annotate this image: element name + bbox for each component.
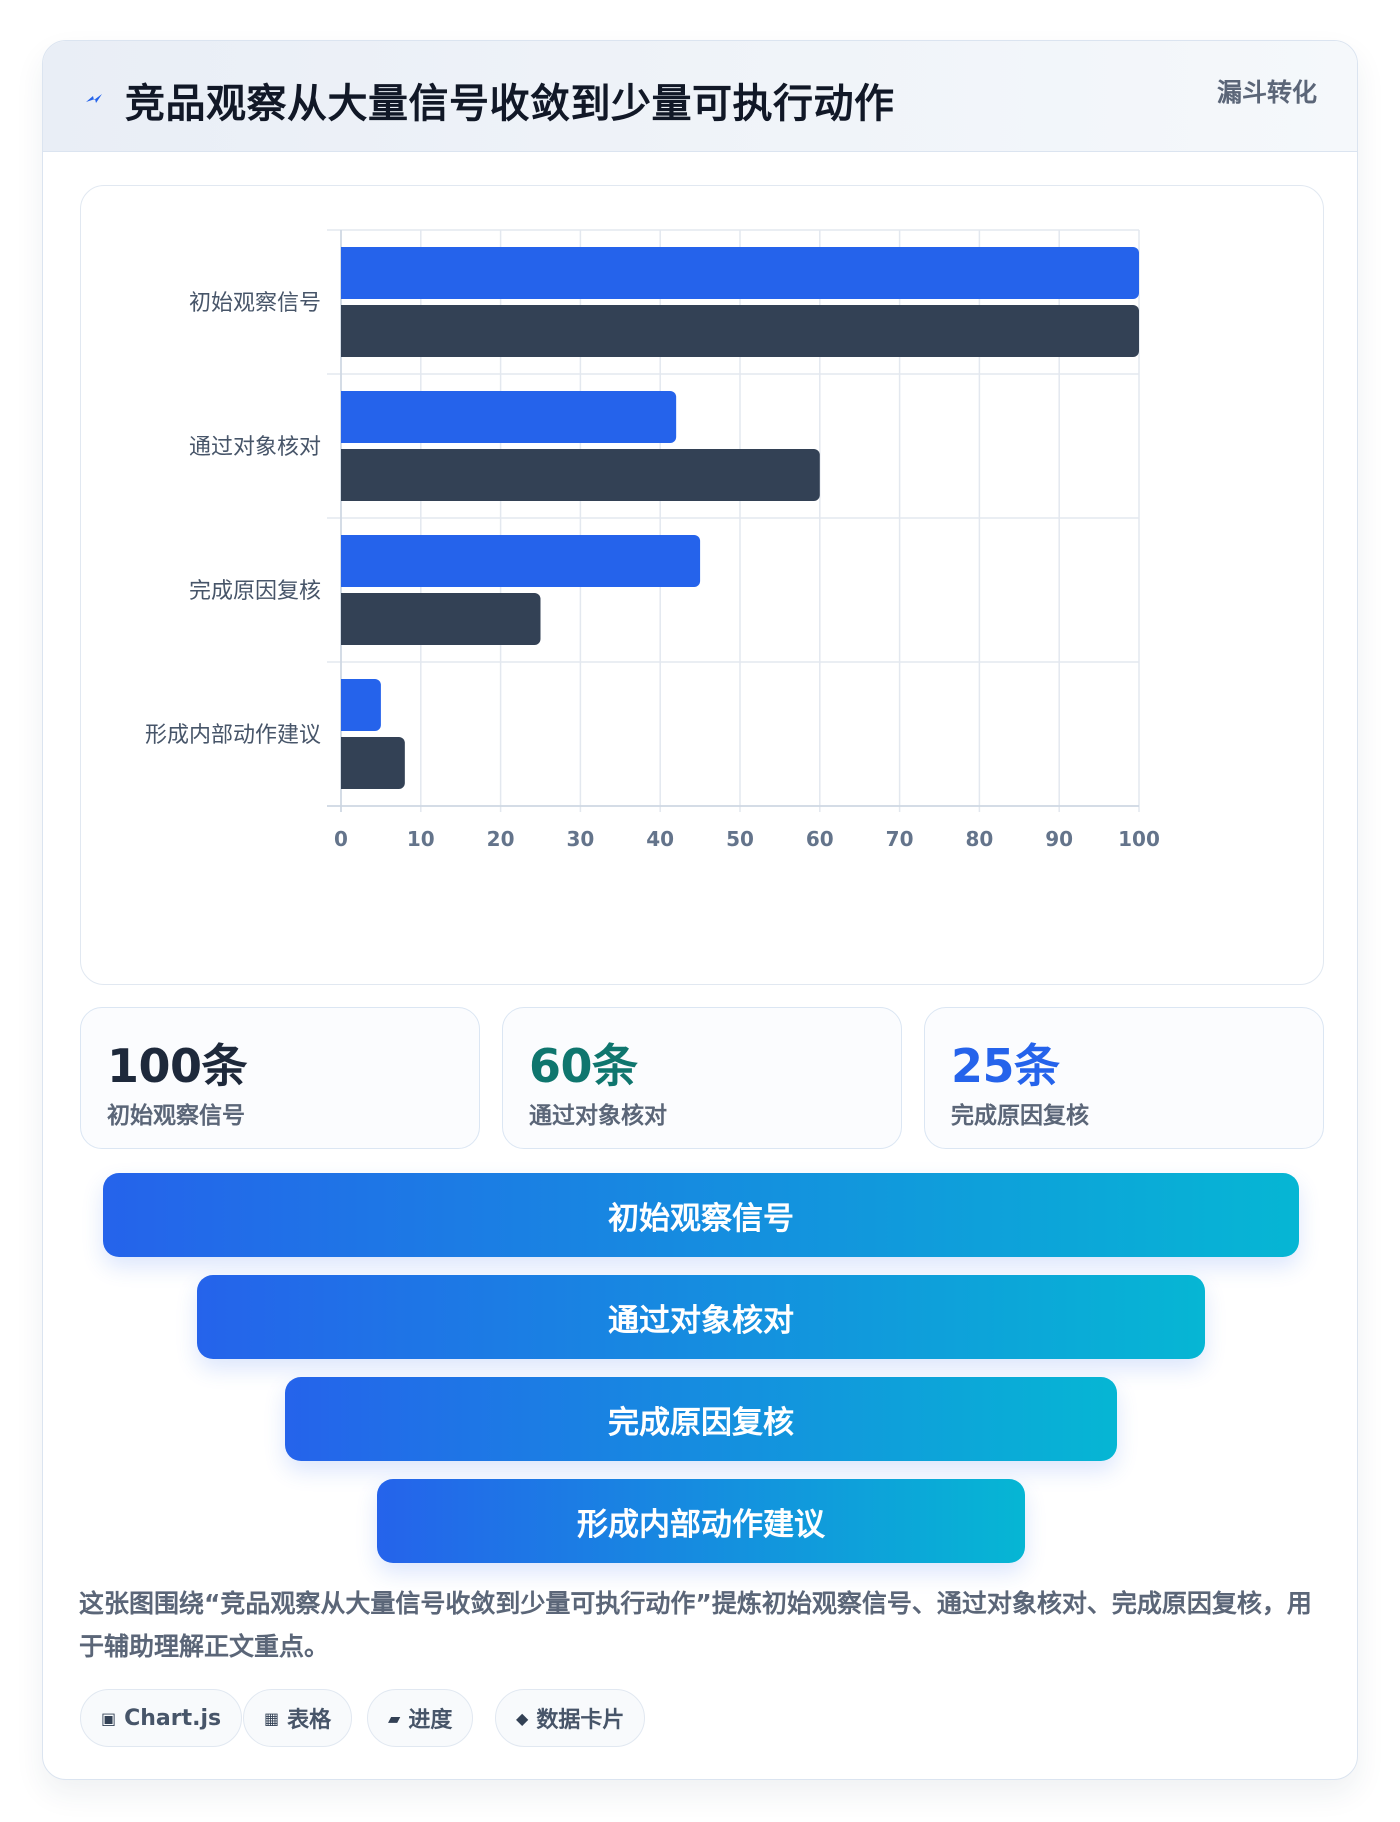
x-tick-label: 40 — [646, 827, 674, 851]
funnel-stage-label: 形成内部动作建议 — [577, 1506, 825, 1543]
x-tick-label: 90 — [1045, 827, 1073, 851]
chart-card: 竞品观察从大量信号收敛到少量可执行动作 漏斗转化 0 10 20 30 40 50 60 70… — [42, 40, 1358, 1780]
y-category-label: 初始观察信号 — [189, 291, 321, 316]
tech-tag-table[interactable]: ▦ 表格 — [243, 1689, 353, 1747]
x-tick-label: 100 — [1118, 827, 1160, 851]
bar-base — [341, 247, 349, 299]
chart-icon: ▣ — [101, 1708, 117, 1728]
x-tick-label: 10 — [407, 827, 435, 851]
progress-icon: ▰ — [388, 1708, 401, 1728]
stat-value: 100条 — [107, 1039, 248, 1093]
y-category-label: 形成内部动作建议 — [145, 723, 321, 748]
y-category-label: 通过对象核对 — [189, 435, 321, 460]
bar — [341, 679, 381, 731]
table-icon: ▦ — [264, 1708, 280, 1728]
x-tick-label: 60 — [806, 827, 834, 851]
x-tick-label: 80 — [965, 827, 993, 851]
stat-card-initial: 100条 初始观察信号 — [80, 1007, 480, 1149]
bar-base — [341, 305, 349, 357]
bar — [341, 391, 677, 443]
chart-type-tag: 漏斗转化 — [1216, 78, 1317, 107]
funnel-stage-label: 通过对象核对 — [608, 1302, 794, 1339]
x-tick-label: 30 — [566, 827, 594, 851]
stat-value: 25条 — [951, 1039, 1060, 1093]
stat-card-verified: 60条 通过对象核对 — [502, 1007, 902, 1149]
funnel-stage-1: 初始观察信号 — [103, 1173, 1299, 1257]
tech-tag-label: 数据卡片 — [536, 1708, 625, 1733]
bar — [341, 449, 820, 501]
bar-chart: 0 10 20 30 40 50 60 70 80 90 100 初始观察信号通过对象核对完成原因复核… — [145, 229, 1160, 851]
tech-tag-progress[interactable]: ▰ 进度 — [367, 1689, 474, 1747]
tech-tag-datacard[interactable]: ◆ 数据卡片 — [495, 1689, 646, 1747]
tech-tag-label: Chart.js — [124, 1705, 222, 1731]
stat-card-reviewed: 25条 完成原因复核 — [924, 1007, 1324, 1149]
x-tick-label: 20 — [487, 827, 515, 851]
funnel-stage-label: 完成原因复核 — [608, 1404, 794, 1441]
bar-base — [341, 593, 349, 645]
funnel-stage-2: 通过对象核对 — [197, 1275, 1205, 1359]
bar-base — [341, 679, 349, 731]
bar — [341, 305, 1139, 357]
chart-panel: 0 10 20 30 40 50 60 70 80 90 100 初始观察信号 通过对象核对 完成原因复核… — [80, 185, 1324, 985]
stat-label: 完成原因复核 — [951, 1103, 1089, 1129]
y-category-label: 完成原因复核 — [189, 579, 321, 604]
stat-value: 60条 — [529, 1039, 638, 1093]
card-header: 竞品观察从大量信号收敛到少量可执行动作 漏斗转化 — [43, 41, 1357, 152]
stat-label: 通过对象核对 — [529, 1103, 667, 1129]
funnel-stage-4: 形成内部动作建议 — [377, 1479, 1025, 1563]
bar-base — [341, 391, 349, 443]
bar — [341, 247, 1139, 299]
page-title: 竞品观察从大量信号收敛到少量可执行动作 — [125, 81, 895, 127]
lightning-icon — [86, 94, 102, 103]
stat-label: 初始观察信号 — [107, 1103, 245, 1129]
tech-tag-label: 进度 — [408, 1708, 453, 1733]
bar — [341, 535, 701, 587]
bar-base — [341, 737, 349, 789]
funnel-stage-3: 完成原因复核 — [285, 1377, 1117, 1461]
bar-base — [341, 535, 349, 587]
bar — [341, 593, 541, 645]
bar — [341, 737, 405, 789]
x-tick-label: 50 — [726, 827, 754, 851]
x-tick-label: 0 — [334, 827, 348, 851]
tech-tag-label: 表格 — [287, 1708, 332, 1733]
chart-caption: 这张图围绕“竞品观察从大量信号收敛到少量可执行动作”提炼初始观察信号、通过对象核… — [79, 1589, 1312, 1661]
tech-tag-chartjs[interactable]: ▣ Chart.js — [80, 1689, 243, 1747]
diamond-icon: ◆ — [516, 1708, 529, 1728]
bar-base — [341, 449, 349, 501]
x-tick-label: 70 — [886, 827, 914, 851]
funnel-stage-label: 初始观察信号 — [608, 1200, 794, 1237]
